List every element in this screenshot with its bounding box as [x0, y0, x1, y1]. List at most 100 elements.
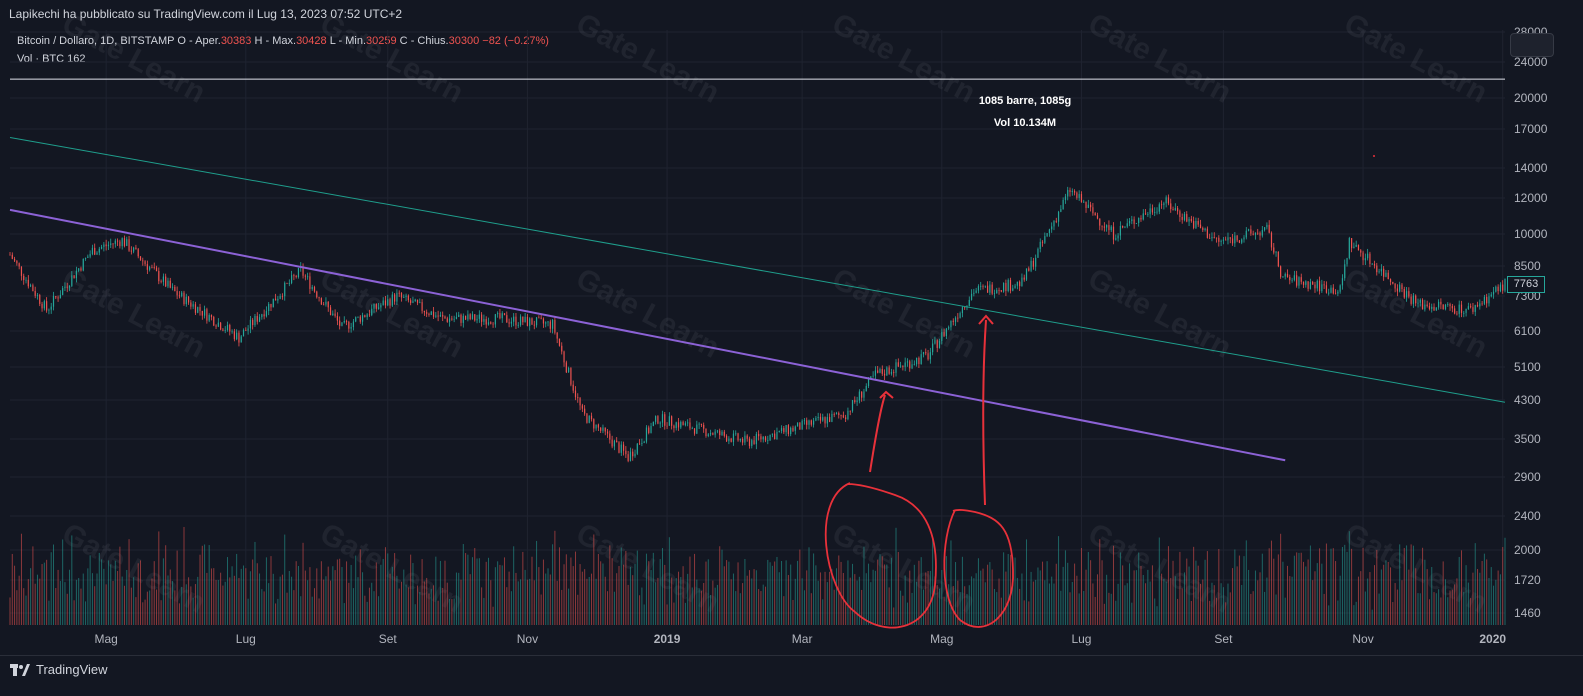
candle-body [1337, 291, 1339, 294]
volume-bar [522, 551, 524, 625]
volume-bar [1135, 570, 1137, 625]
candle-body [126, 239, 128, 246]
candle-body [1403, 288, 1405, 298]
volume-bar [968, 585, 970, 625]
volume-bar [444, 560, 446, 625]
volume-bar [485, 561, 487, 625]
volume-bar [1332, 548, 1334, 625]
candle-body [918, 357, 920, 364]
candle-body [817, 416, 819, 418]
candle-body [1060, 209, 1062, 212]
candle-body [1433, 306, 1435, 311]
candle-body [341, 322, 343, 326]
volume-bar [1044, 580, 1046, 625]
volume-bar [233, 575, 235, 625]
candle-body [877, 370, 879, 373]
candle-body [1353, 246, 1355, 249]
volume-bar [1319, 548, 1321, 625]
candle-body [829, 417, 831, 422]
watermark-text: Gate Learn [1083, 262, 1237, 365]
candle-body [1348, 238, 1350, 259]
candle-body [1014, 285, 1016, 289]
candle-body [1412, 295, 1415, 304]
measure-volume: Vol 10.134M [993, 117, 1057, 129]
candle-body [851, 400, 854, 412]
candle-body [895, 362, 897, 373]
candle-body [52, 296, 55, 307]
volume-bar [96, 573, 98, 625]
candle-body [535, 317, 538, 326]
candle-body [787, 425, 790, 435]
volume-bar [1378, 593, 1380, 625]
candle-body [501, 313, 503, 319]
volume-bar [1019, 588, 1021, 625]
volume-bar [1396, 589, 1398, 625]
volume-bar [1053, 583, 1055, 625]
candle-body [1037, 248, 1039, 258]
open-key: O [177, 35, 186, 47]
volume-bar [378, 596, 380, 625]
candle-body [968, 299, 970, 307]
volume-bar [1456, 578, 1458, 625]
candle-body [1408, 291, 1410, 297]
volume-bar [286, 592, 288, 625]
candle-body [764, 436, 767, 441]
volume-bar [984, 582, 986, 625]
volume-bar [75, 579, 77, 625]
candle-body [339, 320, 341, 326]
volume-bar [1234, 549, 1236, 625]
volume-bar [291, 576, 293, 625]
candle-body [291, 275, 293, 284]
candle-body [142, 260, 144, 262]
candle-body [1025, 268, 1028, 280]
volume-bar [728, 561, 730, 625]
candle-body [1245, 230, 1247, 238]
candle-body [497, 313, 499, 315]
y-tick-label: 12000 [1514, 191, 1548, 205]
candle-body [455, 316, 458, 319]
candle-body [1383, 268, 1385, 277]
volume-bar [1117, 583, 1119, 625]
volume-bar [181, 587, 183, 625]
candle-body [977, 286, 980, 291]
candle-body [929, 352, 931, 360]
symbol-label[interactable]: Bitcoin / Dollaro, 1D, BITSTAMP [17, 35, 175, 47]
volume-bar [368, 587, 370, 625]
volume-bar [1303, 561, 1305, 625]
volume-bar [817, 580, 819, 625]
volume-bar [25, 595, 27, 625]
candle-body [904, 362, 906, 368]
candle-body [664, 414, 666, 426]
candle-body [1092, 207, 1094, 214]
candle-body [1090, 204, 1092, 208]
candle-body [1273, 247, 1275, 253]
volume-bar [1046, 561, 1048, 625]
candle-body [725, 435, 728, 442]
candle-body [1309, 281, 1311, 289]
candle-body [1419, 299, 1421, 303]
candle-body [176, 291, 178, 296]
tradingview-logo[interactable]: TradingView [10, 662, 108, 677]
candle-body [153, 267, 155, 268]
candle-body [442, 315, 444, 317]
price-scale-button[interactable] [1510, 33, 1554, 57]
candle-body [1371, 263, 1373, 265]
volume-bar [939, 588, 941, 625]
volume-bar [295, 561, 297, 625]
candle-body [398, 292, 400, 294]
volume-bar [1156, 606, 1158, 625]
ohlc-legend[interactable]: Bitcoin / Dollaro, 1D, BITSTAMP O - Aper… [17, 35, 549, 47]
volume-bar [357, 577, 359, 625]
candle-body [758, 433, 760, 437]
candle-body [1167, 197, 1170, 204]
candle-body [563, 351, 565, 363]
candle-body [984, 285, 986, 287]
candle-body [888, 367, 890, 374]
volume-bar [1211, 582, 1213, 625]
volume-bar [1032, 581, 1034, 625]
volume-bar [1151, 565, 1153, 625]
candle-body [906, 361, 909, 363]
volume-bar [1106, 574, 1108, 625]
volume-bar [929, 570, 931, 625]
